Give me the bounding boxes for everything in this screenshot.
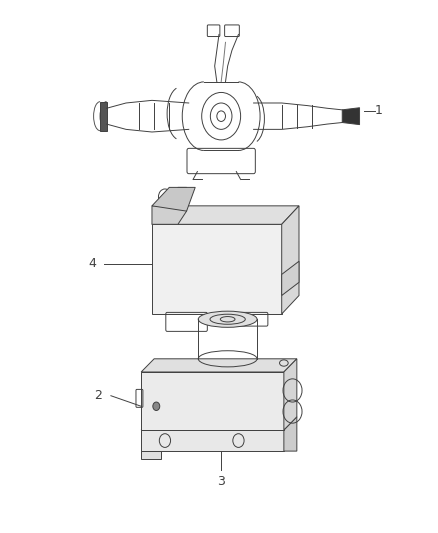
Text: 3: 3 — [217, 475, 225, 488]
Polygon shape — [141, 359, 297, 372]
Polygon shape — [152, 224, 282, 314]
Polygon shape — [152, 206, 299, 224]
Text: 1: 1 — [374, 104, 382, 117]
Polygon shape — [284, 417, 297, 451]
Polygon shape — [152, 188, 187, 224]
Polygon shape — [152, 188, 195, 211]
Polygon shape — [282, 261, 299, 295]
Polygon shape — [100, 102, 106, 131]
Polygon shape — [282, 206, 299, 314]
Circle shape — [153, 402, 160, 410]
Text: 2: 2 — [94, 389, 102, 402]
Text: 4: 4 — [88, 257, 96, 270]
Polygon shape — [141, 451, 161, 459]
Ellipse shape — [198, 311, 257, 327]
Polygon shape — [342, 108, 360, 125]
Polygon shape — [284, 359, 297, 430]
Polygon shape — [141, 430, 284, 451]
Polygon shape — [141, 372, 284, 430]
Polygon shape — [141, 417, 297, 430]
